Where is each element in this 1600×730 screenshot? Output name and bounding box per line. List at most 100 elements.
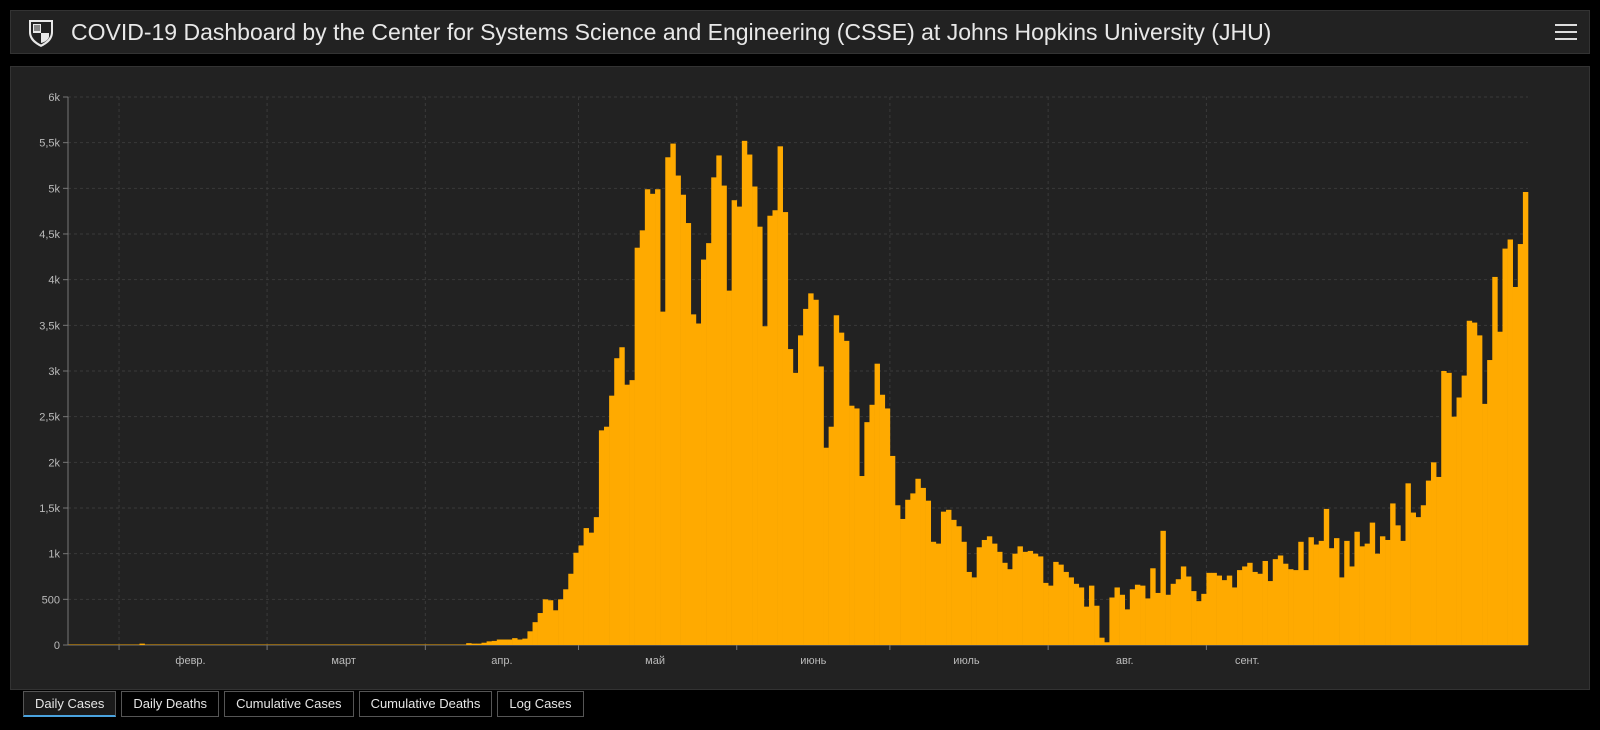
- bar[interactable]: [690, 314, 697, 645]
- bar[interactable]: [1318, 540, 1325, 645]
- bar[interactable]: [1119, 594, 1126, 645]
- bar[interactable]: [1364, 543, 1371, 645]
- bar[interactable]: [1395, 525, 1401, 645]
- tab-log-cases[interactable]: Log Cases: [497, 691, 584, 717]
- bar[interactable]: [1390, 503, 1396, 645]
- tab-daily-cases[interactable]: Daily Cases: [23, 691, 117, 717]
- bar[interactable]: [874, 363, 880, 645]
- bar[interactable]: [1420, 505, 1427, 645]
- bar[interactable]: [1155, 592, 1161, 645]
- bar[interactable]: [1369, 522, 1376, 645]
- bar[interactable]: [1022, 551, 1029, 645]
- bar[interactable]: [1410, 512, 1416, 645]
- bar[interactable]: [1374, 553, 1381, 645]
- bar[interactable]: [1339, 577, 1345, 645]
- bar[interactable]: [552, 610, 559, 645]
- bar[interactable]: [782, 212, 789, 645]
- bar[interactable]: [522, 638, 528, 645]
- bar[interactable]: [685, 223, 692, 646]
- bar[interactable]: [1277, 555, 1284, 645]
- bar[interactable]: [1323, 508, 1330, 645]
- bar[interactable]: [1068, 577, 1074, 645]
- bar[interactable]: [961, 541, 967, 645]
- bar[interactable]: [757, 226, 763, 645]
- bar[interactable]: [1053, 561, 1059, 645]
- bar[interactable]: [869, 404, 875, 645]
- bar[interactable]: [1012, 553, 1018, 645]
- bar[interactable]: [1476, 335, 1483, 645]
- bar[interactable]: [481, 642, 487, 645]
- bar[interactable]: [1027, 550, 1034, 645]
- bar[interactable]: [1002, 562, 1008, 645]
- bar[interactable]: [1185, 576, 1192, 646]
- bar[interactable]: [1487, 360, 1493, 645]
- bar[interactable]: [1507, 239, 1513, 646]
- bar[interactable]: [1461, 375, 1468, 645]
- bar[interactable]: [491, 640, 498, 645]
- hamburger-menu-icon[interactable]: [1553, 19, 1579, 45]
- bar[interactable]: [1308, 537, 1314, 645]
- bar[interactable]: [889, 455, 896, 645]
- bar[interactable]: [946, 509, 952, 645]
- bar[interactable]: [1216, 575, 1222, 645]
- bar[interactable]: [598, 430, 605, 645]
- bar[interactable]: [675, 175, 681, 646]
- bar[interactable]: [1083, 606, 1090, 645]
- bar[interactable]: [746, 154, 753, 645]
- bar[interactable]: [1466, 320, 1473, 645]
- bar[interactable]: [486, 641, 492, 645]
- bar[interactable]: [604, 426, 610, 645]
- bar[interactable]: [1094, 605, 1100, 645]
- bar[interactable]: [813, 299, 819, 645]
- bar[interactable]: [1037, 556, 1044, 645]
- bar[interactable]: [563, 589, 569, 645]
- bar[interactable]: [726, 290, 732, 645]
- bar[interactable]: [1145, 598, 1151, 645]
- bar[interactable]: [1293, 570, 1299, 645]
- bar[interactable]: [466, 643, 472, 645]
- bar[interactable]: [1109, 597, 1115, 645]
- bar[interactable]: [966, 571, 972, 645]
- bar[interactable]: [1226, 575, 1233, 645]
- bar[interactable]: [639, 230, 646, 645]
- bar[interactable]: [507, 639, 513, 645]
- bar[interactable]: [1328, 548, 1335, 645]
- bar[interactable]: [818, 366, 824, 645]
- bar[interactable]: [1512, 286, 1519, 645]
- bar[interactable]: [925, 500, 932, 645]
- bar[interactable]: [828, 426, 835, 645]
- bar[interactable]: [1017, 546, 1023, 645]
- tab-daily-deaths[interactable]: Daily Deaths: [121, 691, 220, 717]
- bar[interactable]: [986, 536, 993, 645]
- bar[interactable]: [777, 146, 783, 645]
- bar[interactable]: [833, 315, 840, 645]
- bar[interactable]: [864, 422, 870, 645]
- bar[interactable]: [665, 157, 671, 645]
- bar[interactable]: [1231, 587, 1238, 645]
- bar[interactable]: [1058, 564, 1064, 645]
- bar[interactable]: [1196, 601, 1202, 645]
- bar[interactable]: [843, 340, 850, 645]
- bar[interactable]: [558, 599, 564, 645]
- bar[interactable]: [894, 505, 901, 645]
- bar[interactable]: [741, 140, 748, 645]
- bar[interactable]: [905, 499, 911, 645]
- bar[interactable]: [1201, 593, 1207, 645]
- bar[interactable]: [1415, 517, 1422, 645]
- bar[interactable]: [1048, 585, 1054, 645]
- bar[interactable]: [971, 577, 977, 645]
- bar[interactable]: [476, 643, 482, 645]
- bar[interactable]: [1063, 571, 1069, 645]
- bar[interactable]: [910, 493, 916, 645]
- bar[interactable]: [1400, 540, 1406, 645]
- bar[interactable]: [1446, 372, 1452, 645]
- bar[interactable]: [512, 638, 518, 645]
- bar[interactable]: [1405, 483, 1411, 645]
- bar[interactable]: [1482, 403, 1488, 645]
- bar[interactable]: [1349, 566, 1355, 645]
- bar[interactable]: [1247, 562, 1253, 645]
- bar[interactable]: [532, 622, 538, 645]
- bar[interactable]: [660, 311, 666, 645]
- bar[interactable]: [803, 308, 809, 645]
- bar[interactable]: [1441, 371, 1447, 645]
